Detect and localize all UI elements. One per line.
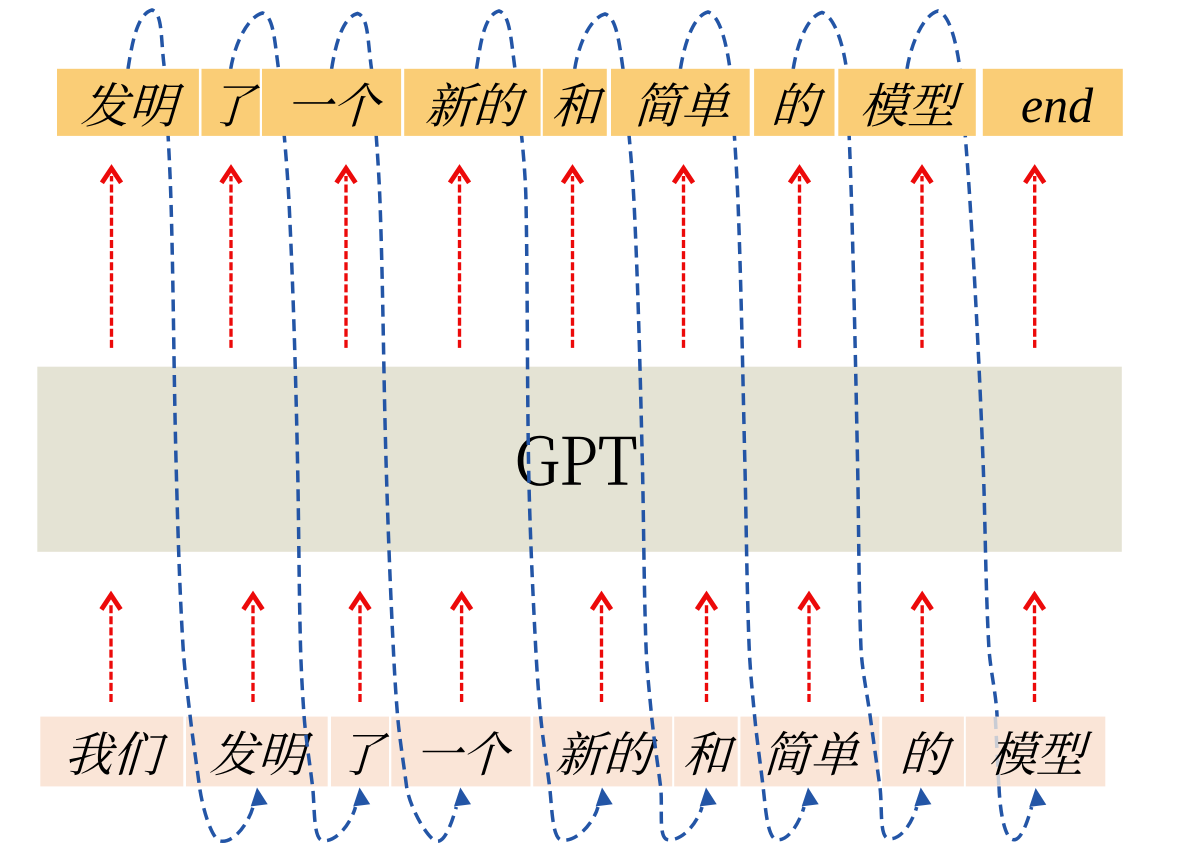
svg-text:end: end <box>1021 77 1094 133</box>
